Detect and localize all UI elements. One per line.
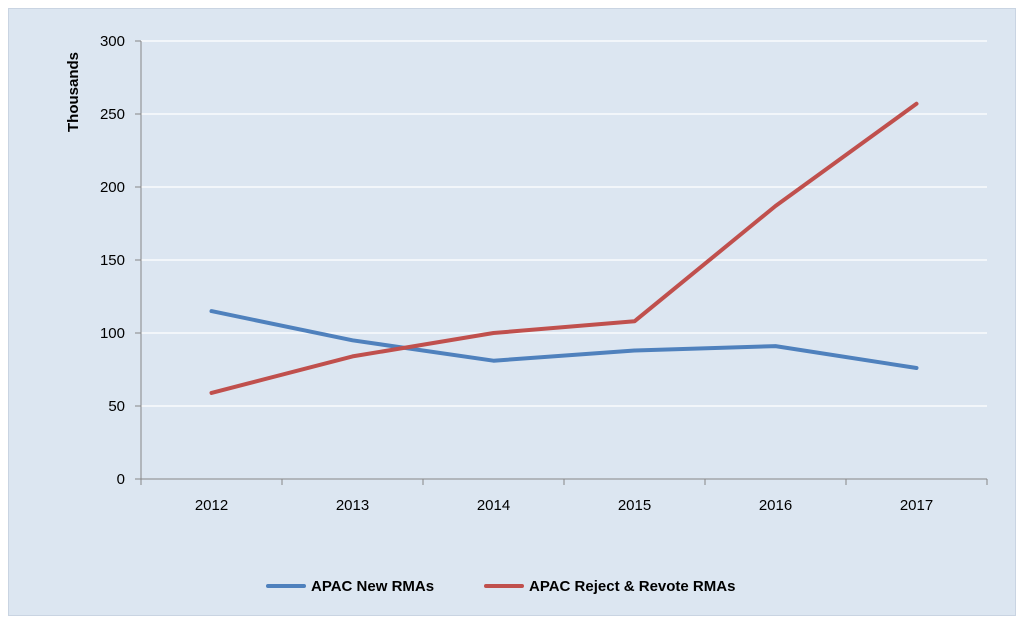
legend-label-1: APAC Reject & Revote RMAs bbox=[529, 578, 735, 595]
chart-area bbox=[8, 8, 1016, 616]
y-tick-label: 200 bbox=[100, 179, 125, 196]
x-tick-label: 2016 bbox=[759, 497, 792, 514]
x-tick-label: 2013 bbox=[336, 497, 369, 514]
x-tick-label: 2017 bbox=[900, 497, 933, 514]
y-tick-label: 100 bbox=[100, 325, 125, 342]
y-tick-label: 300 bbox=[100, 33, 125, 50]
legend: APAC New RMAs APAC Reject & Revote RMAs bbox=[266, 578, 735, 595]
x-tick-label: 2015 bbox=[618, 497, 651, 514]
series-line-0 bbox=[209, 309, 919, 370]
series-line-1 bbox=[209, 101, 919, 395]
y-tick-label: 150 bbox=[100, 252, 125, 269]
x-tick-labels: 2012 2013 2014 2015 2016 2017 bbox=[195, 497, 933, 514]
x-tick-label: 2014 bbox=[477, 497, 510, 514]
series-lines bbox=[209, 101, 919, 395]
y-tick-label: 50 bbox=[108, 398, 125, 415]
x-tick-label: 2012 bbox=[195, 497, 228, 514]
y-tick-label: 0 bbox=[117, 471, 125, 488]
y-tick-label: 250 bbox=[100, 106, 125, 123]
axes bbox=[135, 40, 988, 485]
legend-label-0: APAC New RMAs bbox=[311, 578, 434, 595]
y-axis-title: Thousands bbox=[65, 52, 82, 132]
gridlines bbox=[141, 40, 987, 407]
y-tick-labels: 0 50 100 150 200 250 300 bbox=[100, 33, 125, 488]
